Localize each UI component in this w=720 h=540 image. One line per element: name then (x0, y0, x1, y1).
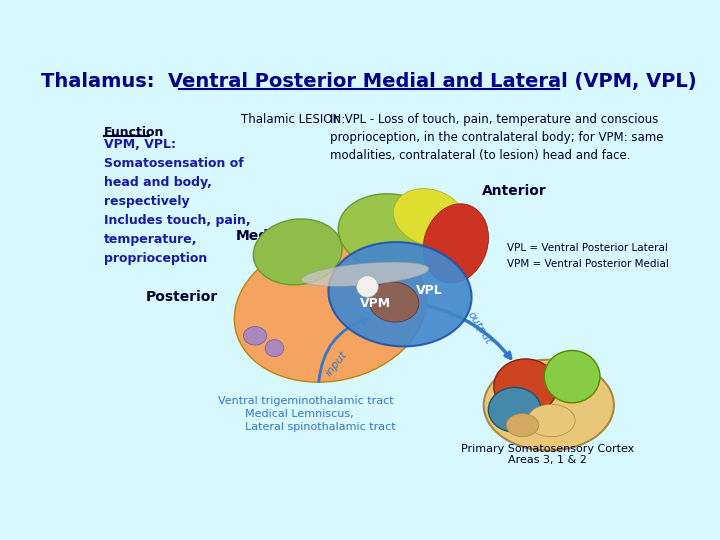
Ellipse shape (488, 387, 541, 432)
Text: output: output (465, 310, 493, 346)
Ellipse shape (423, 204, 489, 283)
Ellipse shape (265, 340, 284, 356)
Ellipse shape (544, 350, 600, 403)
Text: Primary Somatosensory Cortex
Areas 3, 1 & 2: Primary Somatosensory Cortex Areas 3, 1 … (461, 444, 634, 465)
Text: Medial: Medial (236, 229, 288, 243)
Ellipse shape (356, 276, 378, 298)
Text: Ventral trigeminothalamic tract: Ventral trigeminothalamic tract (218, 396, 394, 406)
Ellipse shape (338, 194, 446, 272)
Ellipse shape (484, 360, 614, 450)
Text: VPM = Ventral Posterior Medial: VPM = Ventral Posterior Medial (507, 259, 669, 269)
Text: input: input (324, 349, 349, 378)
Ellipse shape (393, 188, 466, 246)
Ellipse shape (328, 242, 472, 346)
Ellipse shape (494, 359, 557, 414)
Text: VPM: VPM (359, 297, 391, 310)
Text: VPL = Ventral Posterior Lateral: VPL = Ventral Posterior Lateral (507, 244, 668, 253)
Text: Posterior: Posterior (145, 289, 217, 303)
Ellipse shape (527, 404, 575, 437)
Ellipse shape (243, 327, 266, 345)
Text: Function: Function (104, 126, 164, 139)
Text: Medical Lemniscus,
Lateral spinothalamic tract: Medical Lemniscus, Lateral spinothalamic… (245, 409, 395, 432)
Ellipse shape (506, 414, 539, 437)
Text: Thalamic LESION:: Thalamic LESION: (241, 112, 353, 125)
Ellipse shape (302, 262, 429, 286)
Ellipse shape (253, 219, 342, 285)
Ellipse shape (369, 282, 419, 322)
Ellipse shape (234, 237, 426, 382)
Text: In VPL - Loss of touch, pain, temperature and conscious
proprioception, in the c: In VPL - Loss of touch, pain, temperatur… (330, 112, 664, 161)
Text: VPL: VPL (416, 284, 443, 297)
Text: Anterior: Anterior (482, 184, 547, 198)
Text: Thalamus:  Ventral Posterior Medial and Lateral (VPM, VPL): Thalamus: Ventral Posterior Medial and L… (41, 72, 697, 91)
Text: VPM, VPL:
Somatosensation of
head and body,
respectively
Includes touch, pain,
t: VPM, VPL: Somatosensation of head and bo… (104, 138, 251, 265)
